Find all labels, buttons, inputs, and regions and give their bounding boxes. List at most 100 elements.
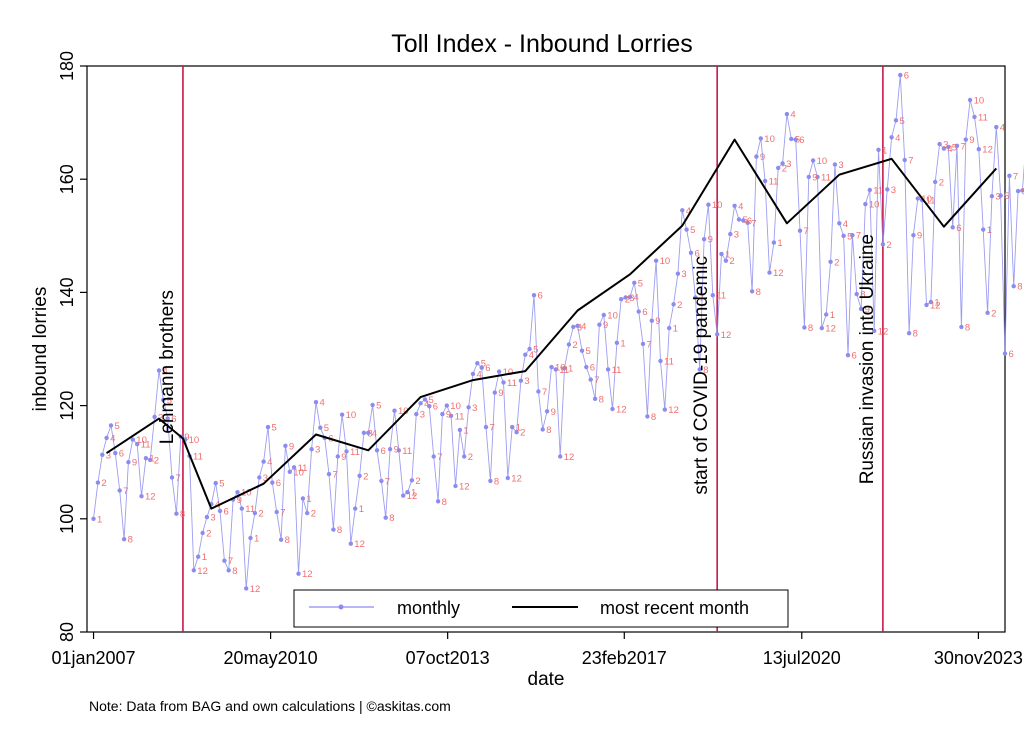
month-label: 1 <box>777 238 782 249</box>
month-label: 5 <box>376 401 381 412</box>
month-label: 11 <box>873 186 883 197</box>
month-label: 8 <box>599 394 604 405</box>
month-label: 11 <box>716 291 726 302</box>
month-label: 3 <box>577 322 582 333</box>
monthly-point <box>366 430 371 435</box>
month-label: 10 <box>241 488 252 499</box>
monthly-point <box>169 475 175 480</box>
month-label: 2 <box>729 256 734 267</box>
monthly-point <box>152 414 157 420</box>
monthly-point <box>387 447 393 452</box>
monthly-point <box>640 341 646 347</box>
month-label: 3 <box>106 450 111 461</box>
x-tick-label-2: 07oct2013 <box>406 648 490 668</box>
month-label: 5 <box>1004 191 1009 202</box>
x-tick-label-5: 30nov2023 <box>934 648 1023 668</box>
monthly-point <box>488 478 493 484</box>
monthly-point <box>174 511 179 516</box>
month-label: 1 <box>673 324 678 335</box>
month-label: 5 <box>167 395 172 406</box>
monthly-point <box>339 412 345 417</box>
monthly-point <box>902 157 907 163</box>
monthly-point <box>248 535 253 541</box>
month-label: 8 <box>965 322 970 333</box>
month-label: 1 <box>411 488 416 499</box>
monthly-point <box>762 178 768 184</box>
month-label: 12 <box>878 326 889 337</box>
monthly-point <box>579 348 585 353</box>
monthly-point <box>819 325 824 331</box>
monthly-point <box>283 443 288 448</box>
monthly-point <box>627 294 633 300</box>
monthly-point <box>697 367 702 372</box>
monthly-point <box>671 302 676 307</box>
chart-title: Toll Index - Inbound Lorries <box>391 30 693 58</box>
month-label: 9 <box>655 316 660 327</box>
monthly-point <box>915 196 920 201</box>
monthly-point <box>523 352 528 357</box>
monthly-point <box>771 240 777 245</box>
month-label: 7 <box>437 452 442 463</box>
month-label: 10 <box>607 311 618 322</box>
month-label: 10 <box>346 410 357 421</box>
month-label: 11 <box>245 504 255 515</box>
month-label: 8 <box>1017 282 1022 293</box>
monthly-point <box>767 270 772 275</box>
month-label: 12 <box>773 268 784 279</box>
month-label: 7 <box>699 293 704 304</box>
month-label: 10 <box>189 435 200 446</box>
month-label: 4 <box>843 219 848 230</box>
month-label: 2 <box>311 509 316 520</box>
monthly-point <box>357 473 362 478</box>
monthly-point <box>396 448 401 453</box>
monthly-point <box>100 452 105 457</box>
month-label: 5 <box>952 142 957 153</box>
monthly-point <box>348 541 353 546</box>
month-label: 3 <box>681 269 686 280</box>
month-label: 6 <box>695 248 700 259</box>
month-label: 6 <box>538 291 543 302</box>
y-tick-label-160: 160 <box>57 164 77 194</box>
monthly-point <box>605 367 611 372</box>
month-label: 12 <box>668 405 679 416</box>
x-axis: 01jan2007 20may2010 07oct2013 23feb2017 13ju… <box>51 632 1023 668</box>
month-label: 7 <box>542 387 547 398</box>
month-label: 6 <box>433 402 438 413</box>
month-label: 10 <box>869 200 880 211</box>
monthly-point <box>226 568 231 573</box>
monthly-point <box>658 358 663 364</box>
monthly-point <box>448 413 454 418</box>
month-label: 5 <box>900 116 905 127</box>
monthly-point <box>592 396 598 401</box>
month-label: 3 <box>420 410 425 421</box>
monthly-point <box>353 506 358 511</box>
monthly-point <box>688 250 694 255</box>
monthly-point <box>108 423 114 428</box>
monthly-point <box>204 514 210 520</box>
monthly-point <box>235 490 240 495</box>
monthly-point <box>653 258 659 263</box>
month-label: 6 <box>381 446 386 457</box>
monthly-point <box>1020 188 1024 193</box>
month-label: 10 <box>817 156 828 167</box>
monthly-point <box>867 187 872 193</box>
month-label: 11 <box>612 365 622 376</box>
month-label: 9 <box>551 407 556 418</box>
month-label: 8 <box>756 287 761 298</box>
recent-month-series <box>106 138 998 510</box>
legend-box <box>293 589 789 628</box>
month-label: 10 <box>398 406 409 417</box>
monthly-point <box>287 469 292 474</box>
monthly-point <box>784 111 790 117</box>
month-label: 8 <box>913 329 918 340</box>
month-label: 2 <box>101 478 106 489</box>
month-label: 6 <box>642 307 647 318</box>
month-label: 12 <box>982 145 993 156</box>
monthly-point <box>749 289 755 294</box>
month-label: 3 <box>629 293 634 304</box>
monthly-point <box>505 475 510 481</box>
month-label: 4 <box>581 321 586 332</box>
monthly-point <box>104 435 109 441</box>
monthly-point <box>143 456 149 461</box>
